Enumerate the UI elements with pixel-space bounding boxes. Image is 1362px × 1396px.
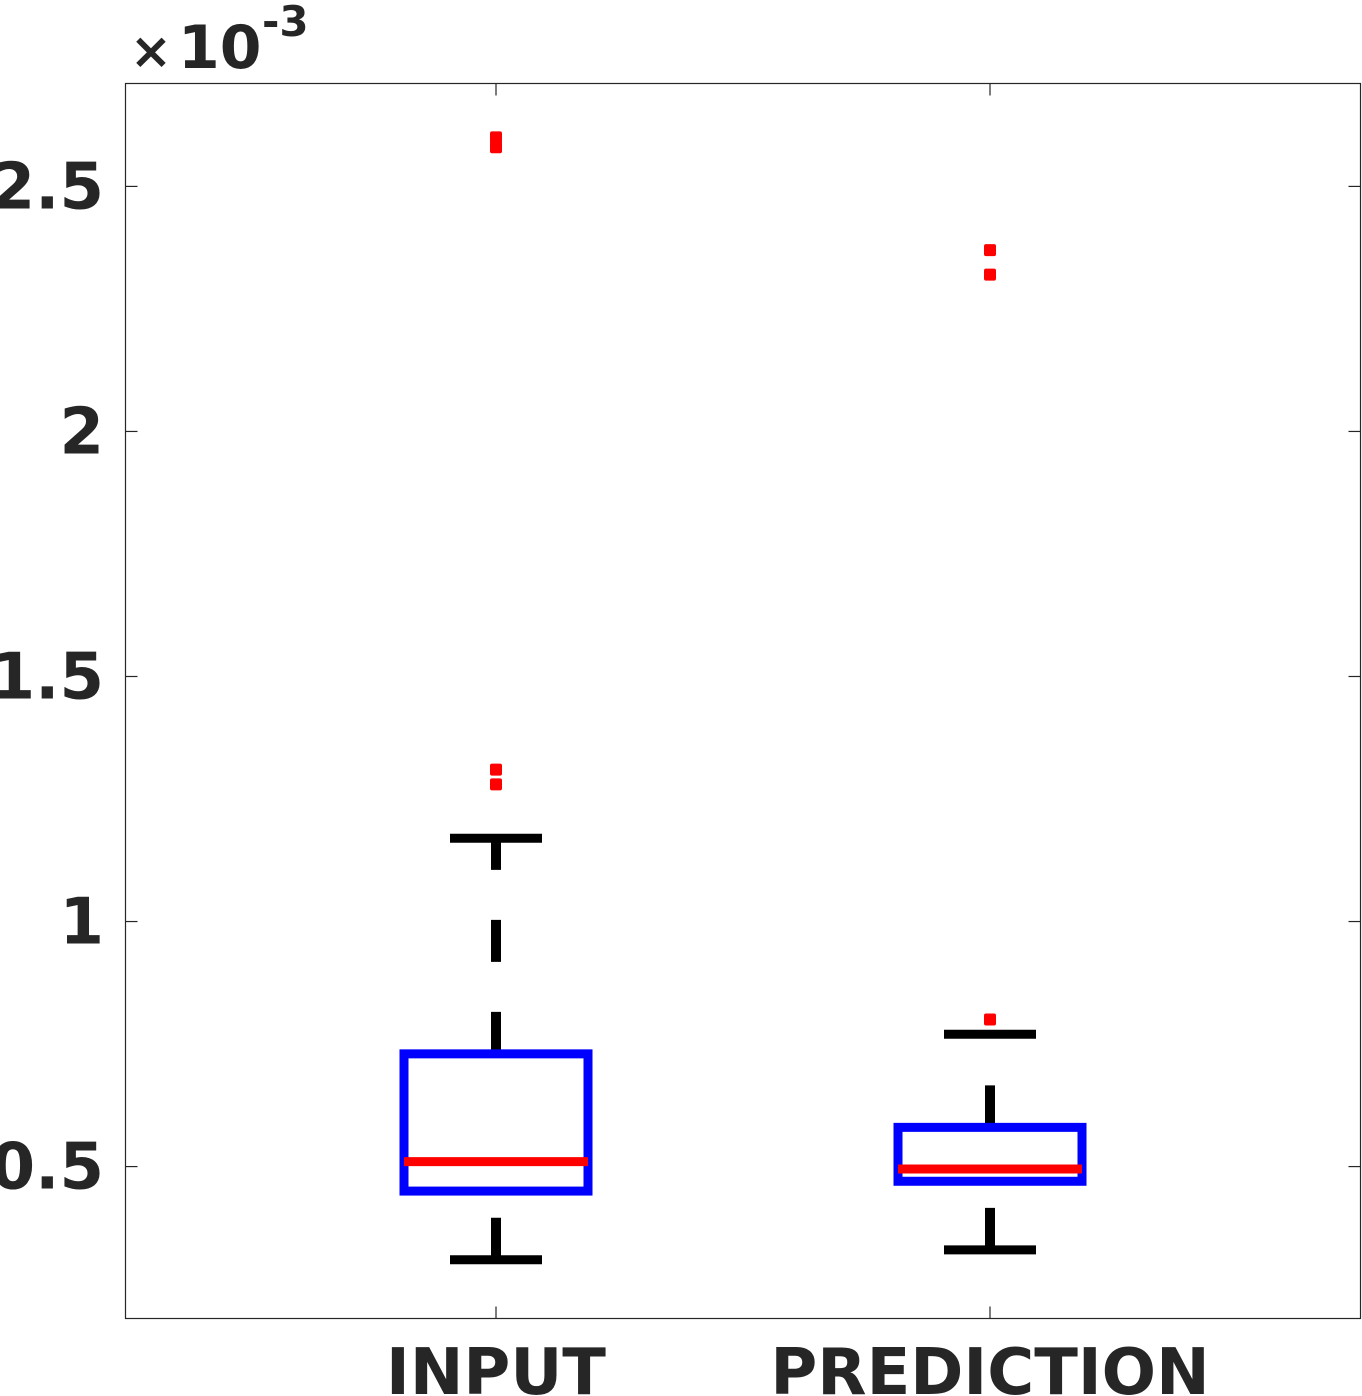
- box-prediction: [893, 244, 1087, 1255]
- y-axis: 0.5 1 1.5 2 2.5: [0, 150, 1361, 1205]
- x-tick-label: INPUT: [386, 1336, 606, 1396]
- box-input: [399, 131, 593, 1265]
- y-tick-label: 0.5: [0, 1131, 104, 1205]
- outlier-point: [984, 244, 996, 257]
- outlier-point: [490, 778, 502, 791]
- exponent-power: -3: [262, 0, 309, 46]
- x-axis: INPUT PREDICTION: [386, 83, 1210, 1396]
- y-tick-label: 1: [59, 886, 104, 960]
- outlier-point: [490, 131, 502, 144]
- x-tick-label: PREDICTION: [770, 1336, 1209, 1396]
- iqr-box: [399, 1049, 593, 1196]
- exponent-base: 10: [178, 13, 262, 83]
- outlier-point: [490, 763, 502, 776]
- outlier-point: [490, 141, 502, 154]
- outlier-point: [984, 268, 996, 281]
- iqr-box: [893, 1122, 1087, 1186]
- y-axis-exponent: × 10 -3: [130, 0, 309, 83]
- plot-area-frame: [124, 82, 1362, 1320]
- y-tick-label: 2: [59, 395, 104, 469]
- exponent-times-sign: ×: [130, 22, 172, 80]
- outlier-point: [984, 1013, 996, 1026]
- y-tick-label: 1.5: [0, 640, 104, 714]
- boxes-group: [399, 131, 1087, 1265]
- y-tick-label: 2.5: [0, 150, 104, 224]
